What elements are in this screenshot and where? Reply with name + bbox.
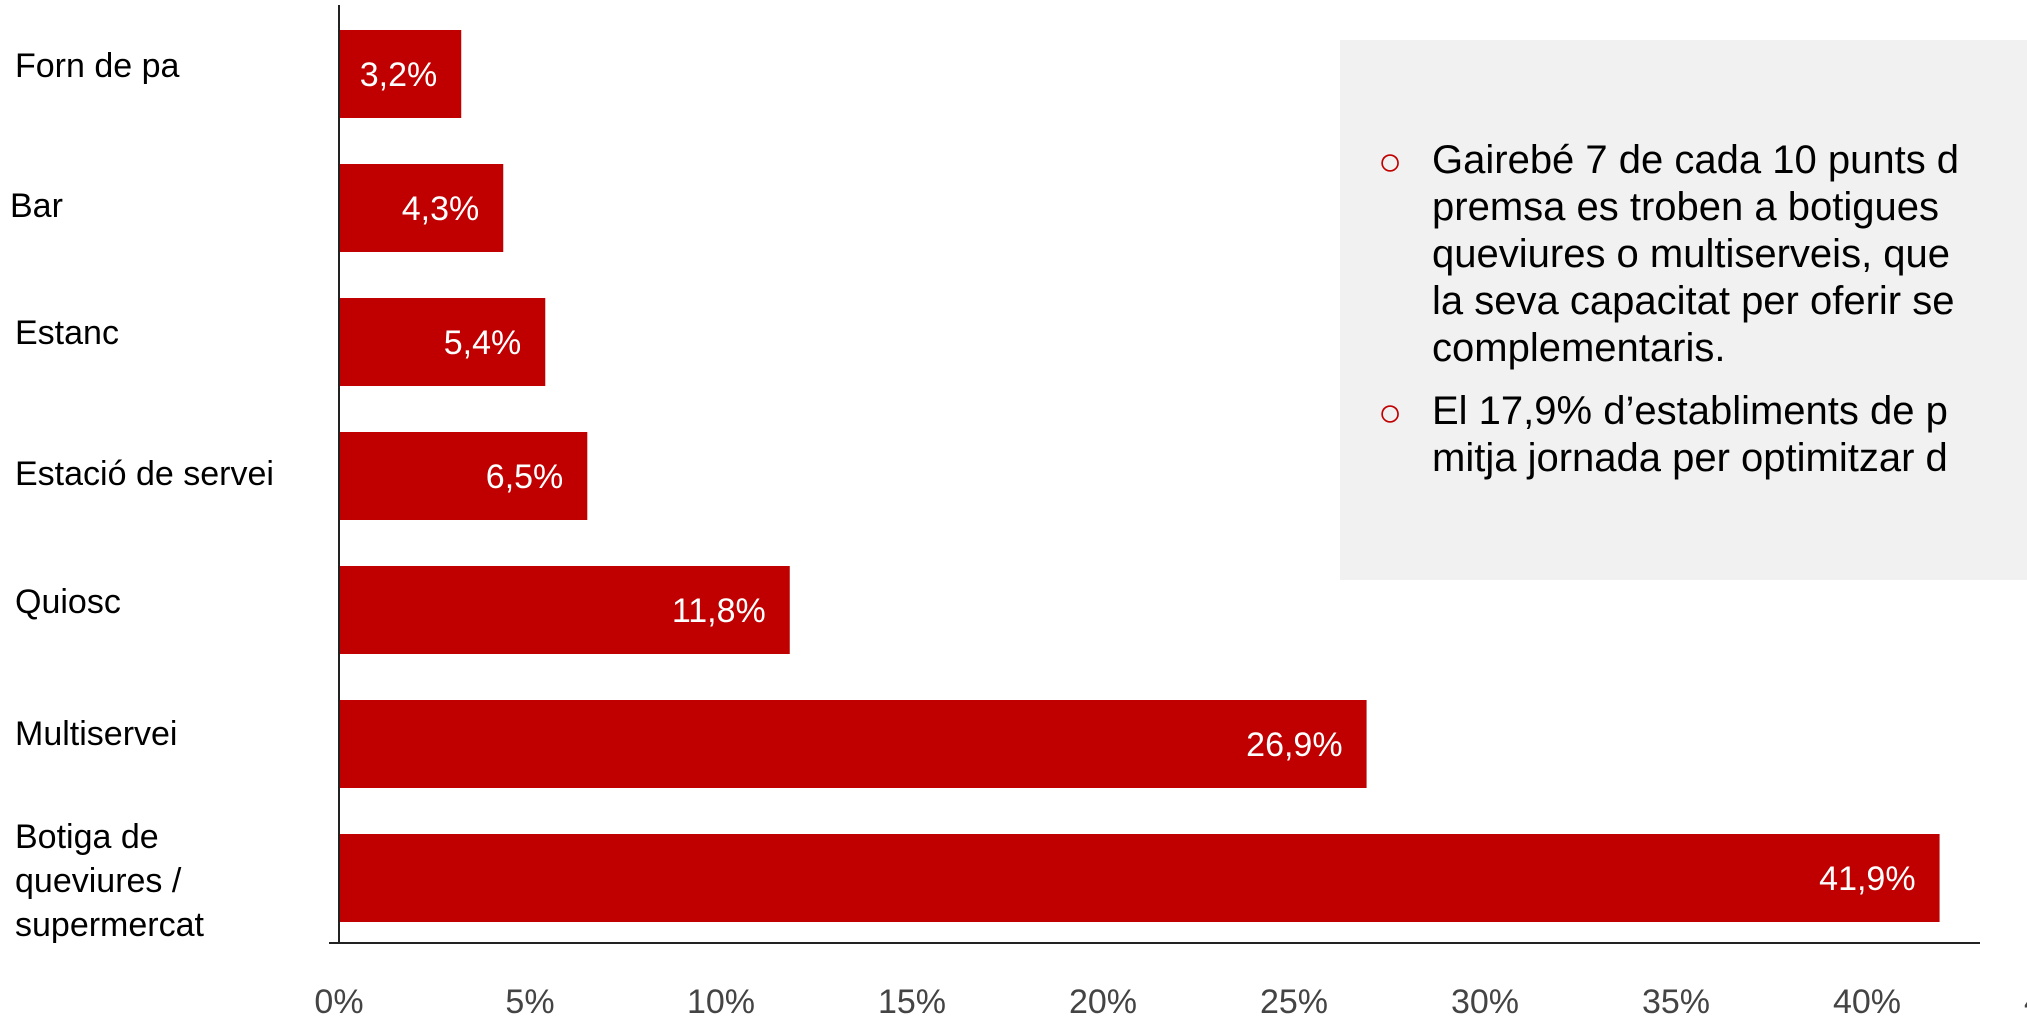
- bar-value-label-7: 41,9%: [1819, 860, 1915, 898]
- bar-value-label-5: 11,8%: [672, 592, 766, 630]
- bar-value-label-6: 26,9%: [1246, 726, 1342, 764]
- x-tick-label-7: 30%: [1451, 983, 1519, 1016]
- note-text-2: El 17,9% d’establiments de p mitja jorna…: [1432, 389, 1948, 480]
- category-label-2: Bar: [10, 187, 63, 225]
- x-tick-label-6: 25%: [1260, 983, 1328, 1016]
- x-tick-label-2: 5%: [505, 983, 554, 1016]
- bar-3: [339, 298, 546, 386]
- note-text-1: Gairebé 7 de cada 10 punts d premsa es t…: [1432, 138, 1960, 370]
- category-label-7: Botiga de queviures / supermercat: [15, 818, 204, 945]
- bar-7: [339, 834, 1940, 922]
- category-label-5: Quiosc: [15, 583, 121, 621]
- x-tick-label-9: 40%: [1833, 983, 1901, 1016]
- bar-6: [339, 700, 1367, 788]
- x-tick-label-4: 15%: [878, 983, 946, 1016]
- x-tick-label-3: 10%: [687, 983, 755, 1016]
- bar-4: [339, 432, 588, 520]
- bar-value-label-3: 5,4%: [444, 324, 522, 362]
- bullet-icon: ○: [1378, 391, 1403, 435]
- bar-2: [339, 164, 504, 252]
- notes-panel: ○ Gairebé 7 de cada 10 punts d premsa es…: [1340, 40, 2027, 580]
- category-label-6: Multiservei: [15, 715, 178, 753]
- bar-value-label-2: 4,3%: [402, 190, 480, 228]
- bar-1: [339, 30, 462, 118]
- x-tick-label-1: 0%: [314, 983, 363, 1016]
- category-label-1: Forn de pa: [15, 47, 180, 85]
- category-label-4: Estació de servei: [15, 455, 274, 493]
- bullet-icon: ○: [1378, 140, 1403, 184]
- bar-value-label-1: 3,2%: [360, 56, 438, 94]
- category-label-3: Estanc: [15, 314, 119, 352]
- bar-value-label-4: 6,5%: [486, 458, 564, 496]
- x-tick-label-10: 45%: [2024, 983, 2027, 1016]
- bar-5: [339, 566, 790, 654]
- x-tick-label-8: 35%: [1642, 983, 1710, 1016]
- x-tick-label-5: 20%: [1069, 983, 1137, 1016]
